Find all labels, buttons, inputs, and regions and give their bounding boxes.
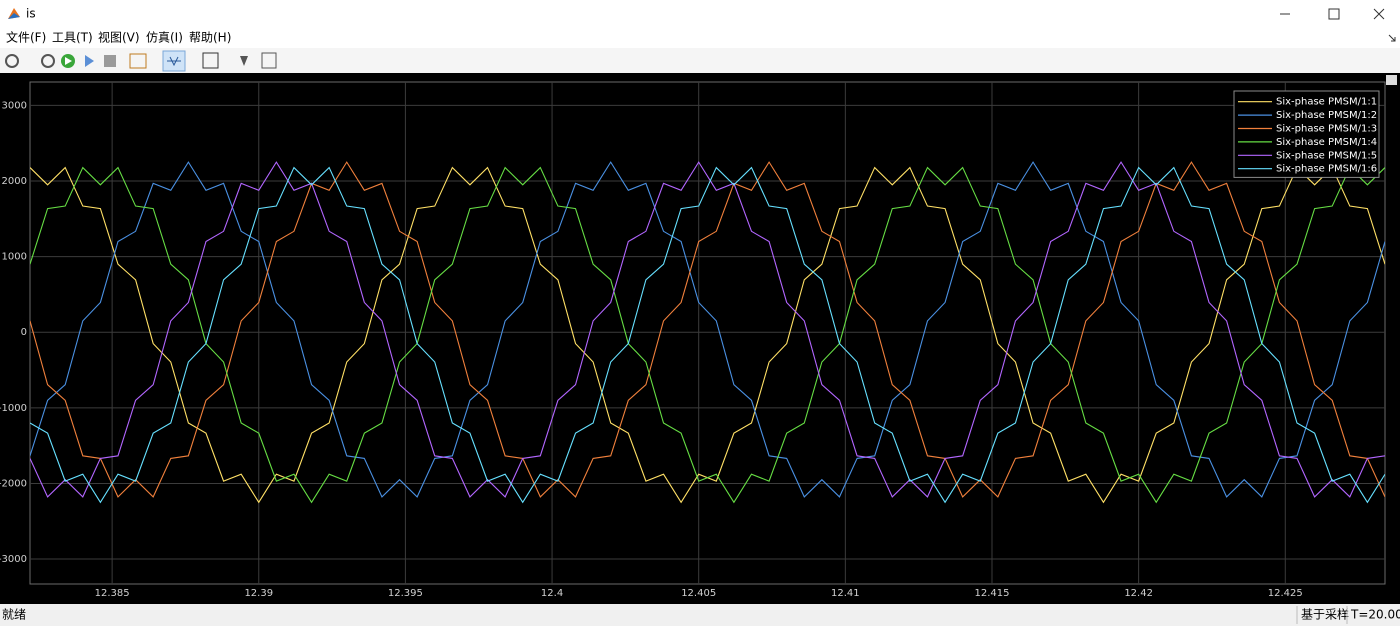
series-line	[30, 166, 1385, 504]
sample-mode: 基于采样	[1301, 607, 1349, 622]
cursor-button[interactable]	[240, 56, 248, 66]
status-text: 就绪	[2, 608, 26, 622]
menu-bar	[0, 28, 1400, 48]
legend-box	[1233, 90, 1380, 178]
legend-label: Six-phase PMSM/1:3	[1276, 124, 1377, 135]
menu-item[interactable]: 帮助(H)	[189, 31, 231, 45]
step-forward-button[interactable]	[85, 55, 94, 67]
toolbar-icons	[5, 50, 277, 72]
y-tick-label: -2000	[0, 478, 27, 489]
legend-label: Six-phase PMSM/1:6	[1276, 164, 1377, 175]
window-title: is	[26, 7, 36, 21]
y-tick-label: -1000	[0, 403, 27, 414]
series-line	[30, 166, 1385, 504]
y-tick-label: -3000	[0, 554, 27, 565]
y-tick-label: 0	[21, 327, 27, 338]
stop-button[interactable]	[104, 55, 116, 67]
y-tick-label: 2000	[2, 176, 27, 187]
step-back-button[interactable]	[41, 54, 55, 68]
x-tick-label: 12.4	[541, 588, 563, 599]
series-line	[30, 161, 1385, 498]
y-tick-label: 1000	[2, 252, 27, 263]
legend-label: Six-phase PMSM/1:1	[1276, 97, 1377, 108]
x-tick-label: 12.385	[95, 588, 130, 599]
sim-time: T=20.000	[1350, 608, 1400, 622]
undock-axes-button[interactable]	[1386, 75, 1397, 85]
close-button[interactable]	[1373, 8, 1385, 20]
app-icon	[8, 8, 20, 19]
x-tick-label: 12.405	[681, 588, 716, 599]
title-bar	[0, 0, 1400, 28]
legend-label: Six-phase PMSM/1:2	[1276, 110, 1377, 121]
menu-item[interactable]: 视图(V)	[98, 30, 140, 45]
style-button[interactable]	[261, 52, 277, 69]
maximize-button[interactable]	[1328, 8, 1340, 20]
grid: -3000 -2000 -1000 0 1000 2000 3000 12.385 12.39 1…	[0, 82, 1385, 599]
x-tick-label: 12.395	[388, 588, 423, 599]
legend-label: Six-phase PMSM/1:4	[1276, 137, 1377, 148]
legend: Six-phase PMSM/1:1 Six-phase PMSM/1:2 Six-…	[1233, 90, 1380, 178]
x-tick-label: 12.425	[1268, 588, 1303, 599]
menu-item[interactable]: 文件(F)	[6, 30, 46, 45]
plot-lines	[30, 161, 1385, 504]
series-line	[30, 161, 1385, 498]
axes	[29, 81, 1386, 585]
highlight-button[interactable]	[129, 53, 147, 69]
toolbar	[0, 48, 1400, 73]
legend-label: Six-phase PMSM/1:5	[1276, 150, 1377, 161]
dock-button[interactable]	[1388, 34, 1396, 42]
x-tick-label: 12.41	[831, 588, 860, 599]
zoom-fit-button[interactable]	[202, 52, 219, 69]
status-bar	[0, 604, 1400, 626]
menu-item[interactable]: 工具(T)	[52, 31, 93, 45]
x-tick-label: 12.42	[1124, 588, 1153, 599]
x-tick-label: 12.415	[974, 588, 1009, 599]
y-tick-label: 3000	[2, 100, 27, 111]
x-tick-label: 12.39	[244, 588, 273, 599]
settings-button[interactable]	[5, 54, 19, 68]
series-line	[30, 161, 1385, 498]
menu-item[interactable]: 仿真(I)	[146, 31, 183, 45]
